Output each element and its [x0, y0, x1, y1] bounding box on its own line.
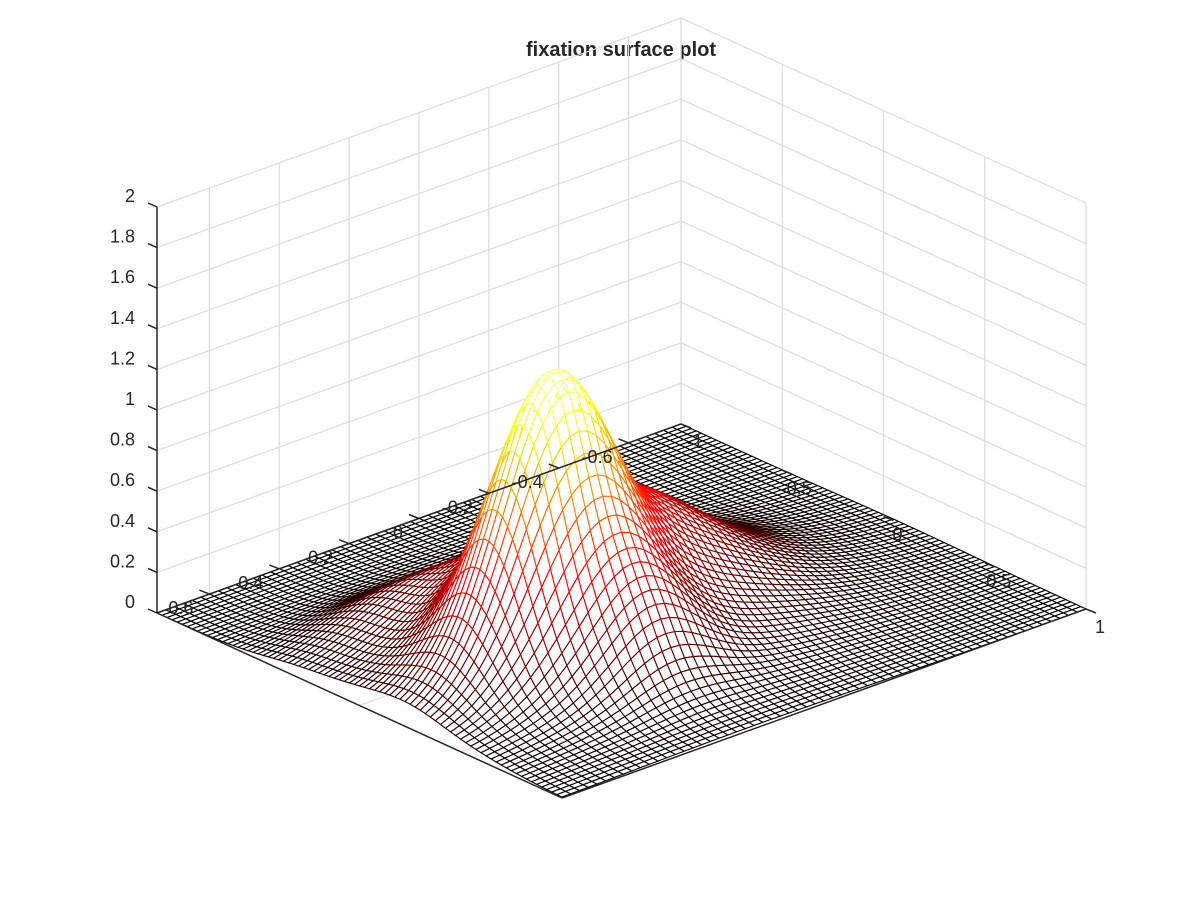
y-tick-label: -0.4 [512, 472, 543, 492]
x-tick-label: -0.5 [781, 478, 812, 498]
x-tick-label: 1 [1095, 617, 1105, 637]
z-gridline [156, 220, 1087, 411]
z-tick-label: 1.2 [110, 348, 135, 368]
z-tick-label: 1 [125, 389, 135, 409]
z-tick-label: 0.2 [110, 551, 135, 571]
z-tick-label: 1.4 [110, 308, 135, 328]
z-tick-mark [147, 445, 158, 452]
z-tick-mark [147, 324, 158, 330]
z-tick-mark [147, 242, 158, 249]
y-tick-label: 0.4 [238, 573, 263, 593]
z-tick-mark [147, 364, 158, 371]
x-tick-mark [1085, 608, 1097, 614]
z-tick-mark [147, 608, 158, 614]
z-tick-label: 1.8 [110, 227, 135, 247]
z-tick-mark [147, 567, 158, 574]
z-tick-mark [147, 527, 158, 533]
y-tick-label: 0.2 [308, 548, 333, 568]
y-tick-label: 0.6 [168, 598, 193, 618]
z-tick-mark [147, 202, 158, 208]
y-tick-mark [268, 564, 280, 570]
z-gridline [156, 98, 1087, 289]
z-gridline [156, 260, 1087, 452]
y-tick-label: -0.2 [442, 497, 473, 517]
z-tick-mark [147, 283, 158, 289]
y-tick-mark [338, 539, 350, 545]
y-tick-mark [618, 438, 629, 444]
chart-title: fixation surface plot [526, 39, 716, 61]
y-tick-label: 0 [393, 523, 403, 543]
x-tick-label: 0.5 [986, 571, 1011, 591]
z-tick-label: 0.8 [110, 430, 135, 450]
z-gridline [156, 57, 1087, 249]
z-tick-mark [147, 486, 158, 492]
z-gridline [156, 179, 1087, 370]
z-tick-label: 0.4 [110, 511, 135, 531]
y-tick-mark [408, 513, 420, 520]
z-tick-label: 1.6 [110, 267, 135, 287]
z-tick-label: 0.6 [110, 470, 135, 490]
x-tick-label: -1 [687, 432, 703, 452]
y-tick-mark [199, 589, 210, 595]
z-tick-label: 2 [125, 186, 135, 206]
surface-mesh [155, 368, 1088, 798]
x-tick-label: 0 [892, 525, 902, 545]
y-tick-label: -0.6 [582, 447, 613, 467]
z-tick-mark [147, 405, 158, 411]
z-gridline [156, 139, 1087, 330]
z-tick-label: 0 [125, 592, 135, 612]
